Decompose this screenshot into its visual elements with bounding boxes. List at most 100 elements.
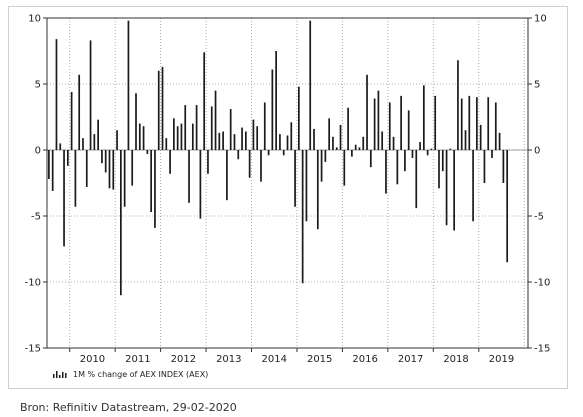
bar [309,20,312,150]
bar [415,150,418,209]
bar [48,150,50,180]
bar [157,70,160,150]
bar [78,74,81,150]
bar [279,134,281,150]
bar [51,150,54,191]
bar [260,150,262,182]
bar [74,150,77,207]
bar [487,97,490,150]
bar [188,150,190,203]
bar [123,150,126,207]
y-tick-label-left: 10 [28,14,41,25]
x-tick-label: 2013 [216,354,241,365]
legend: 1M % change of AEX INDEX (AEX) [53,370,208,379]
bar [161,66,164,150]
bar [218,132,221,150]
bar [335,147,338,150]
bar [298,86,300,150]
bar [82,138,84,150]
bar [400,95,402,150]
bar [301,150,304,284]
x-tick-label: 2014 [262,354,287,365]
x-tick-label: 2012 [171,354,196,365]
x-tick-label: 2018 [443,354,468,365]
bar [502,150,505,183]
bar [343,150,346,186]
bar [108,150,111,189]
bar [165,138,168,150]
bar [237,150,240,160]
chart-frame: 10 10 5 5 0 0 -5 -5 -10 -10 -15 -15 2010 2011 2012 2013… [8,6,568,389]
bar [449,148,452,150]
bar [210,106,213,150]
bar [404,150,406,172]
bar [248,150,251,178]
bar [419,142,421,150]
y-tick-label-right: -15 [534,344,550,355]
x-tick-label: 2010 [80,354,105,365]
bar [142,126,145,150]
y-tick-label-left: -10 [25,278,41,289]
bar [464,130,467,150]
y-tick-label-left: 5 [35,80,41,91]
y-tick-label-right: -10 [534,278,550,289]
bar [476,97,478,150]
bar [339,124,342,150]
x-tick-label: 2016 [352,354,377,365]
bar [101,150,103,164]
bar [347,107,349,150]
bar [373,98,376,150]
legend-label: 1M % change of AEX INDEX (AEX) [73,370,208,379]
bar [460,98,463,150]
bar [313,128,315,150]
bar [457,60,459,150]
bar [267,150,270,156]
bar [358,147,361,150]
bar [116,130,118,150]
bar [214,90,217,150]
bar [89,40,92,150]
y-tick-label-left: -15 [25,344,41,355]
bar [479,124,482,150]
bar [468,95,471,150]
bar [369,150,372,168]
bar [176,126,179,150]
legend-swatch-bar [62,372,64,378]
bar [411,150,414,158]
bar [271,69,274,150]
bar [282,150,285,156]
bar [453,150,455,231]
bar [85,150,88,187]
bar [195,105,198,150]
y-tick-label-left: -5 [31,212,41,223]
grid-layer [47,18,528,348]
bar [438,150,440,189]
bar [112,150,115,190]
bar [191,123,194,150]
bar [381,131,384,150]
bar [233,134,236,150]
bar [66,150,69,166]
bar [184,105,187,150]
bar [324,150,327,162]
plot-border [46,17,529,349]
bar [173,118,175,150]
bar [97,119,99,150]
bar [252,119,255,150]
bar [388,102,391,150]
bar [226,150,228,201]
bar [434,95,437,150]
bar [422,85,425,150]
y-tick-label-right: -5 [534,212,544,223]
bar [275,51,277,150]
bar [430,148,433,150]
bar [491,150,493,158]
bar [169,150,171,174]
bar [290,122,293,150]
bar [203,52,206,150]
bar [396,150,399,185]
bar [207,150,209,174]
legend-swatch-bar [65,373,67,378]
bar [135,93,137,150]
bar [316,150,319,230]
